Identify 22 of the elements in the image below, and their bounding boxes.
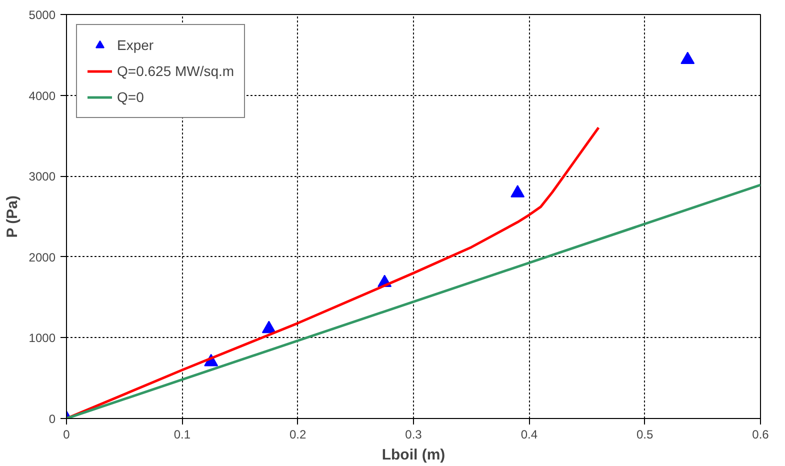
y-tick-label: 5000 [28,8,56,22]
y-tick-label: 4000 [28,88,56,103]
x-tick-label: 0.3 [405,428,422,442]
point [510,185,525,198]
x-tick-label: 0.5 [636,428,654,442]
x-tick-label: 0.1 [174,428,191,442]
y-tick-label: 2000 [28,250,56,264]
legend-label: Exper [117,37,154,53]
y-axis-title: P (Pa) [4,196,21,238]
y-tick-label: 3000 [28,170,56,184]
x-tick-label: 0.6 [752,428,770,442]
point [262,320,276,334]
legend-label: Q=0.625 MW/sq.m [117,63,234,79]
y-tick-label: 0 [48,412,56,426]
x-tick-label: 0 [63,428,70,442]
point [680,52,695,64]
line-series [66,126,600,418]
legend-label: Q=0 [117,89,144,105]
x-tick-label: 0.2 [289,428,306,442]
x-axis-title: Lboil (m) [382,446,446,464]
x-tick-label: 0.4 [520,428,538,442]
y-tick-label: 1000 [28,331,56,346]
